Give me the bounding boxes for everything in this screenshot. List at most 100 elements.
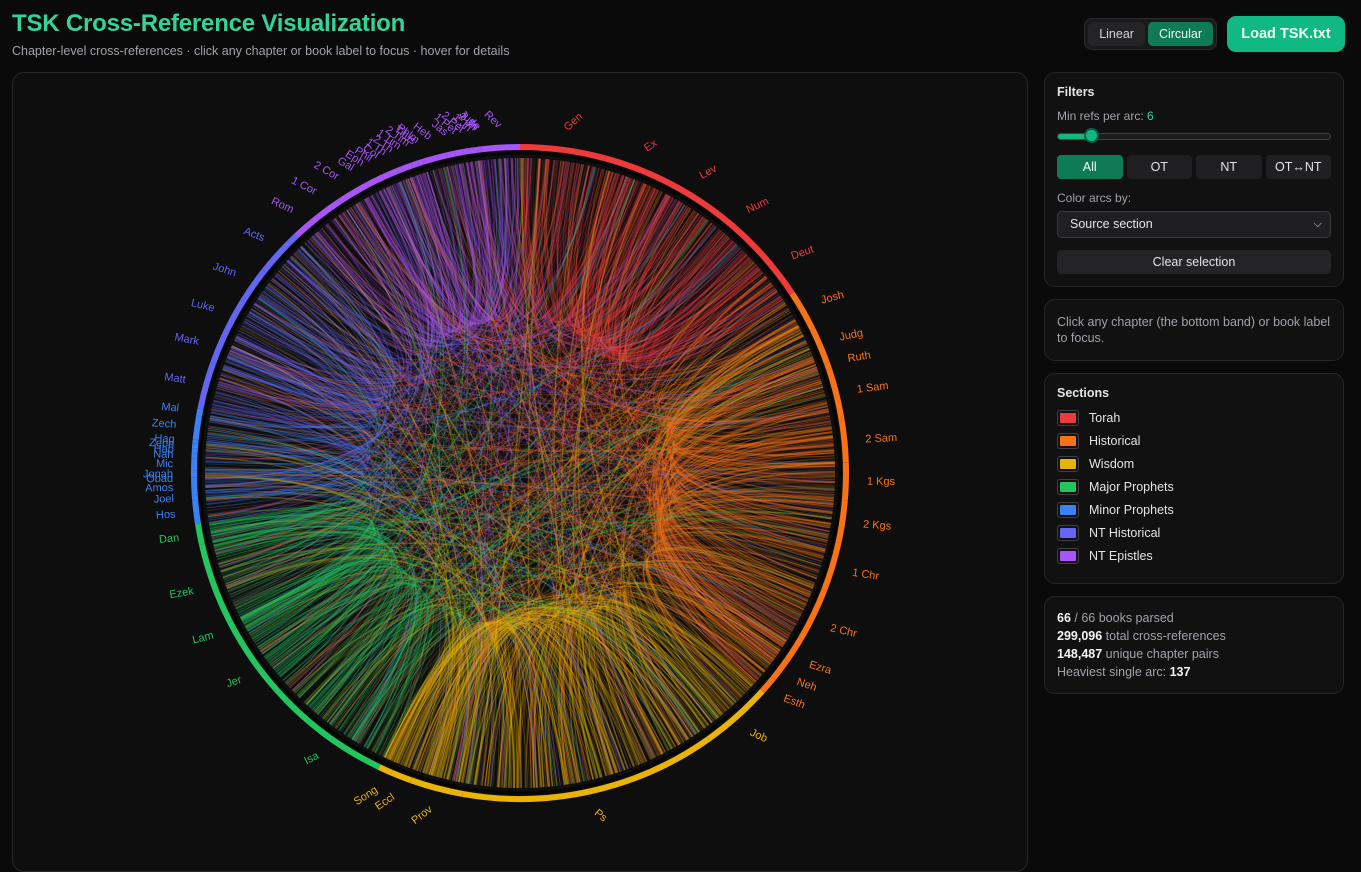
chapter-band-amos[interactable] <box>194 479 195 494</box>
chapter-band-1-pet[interactable] <box>455 152 463 154</box>
book-label-matt[interactable]: Matt <box>164 371 187 386</box>
book-label-ps[interactable]: Ps <box>592 807 610 825</box>
chapter-band-gal[interactable] <box>359 185 368 190</box>
view-toggle: Linear Circular <box>1084 18 1217 50</box>
chapter-band-2-sam[interactable] <box>842 421 846 462</box>
filters-card: Filters Min refs per arc: 6 All OT NT OT… <box>1044 72 1344 287</box>
chapter-band-neh[interactable] <box>773 660 786 678</box>
sections-title: Sections <box>1057 386 1331 400</box>
book-label-mark[interactable]: Mark <box>174 331 201 348</box>
chapter-band-ruth[interactable] <box>827 363 829 370</box>
legend-item-historical: Historical <box>1057 433 1331 449</box>
chapter-band-2-pet[interactable] <box>463 151 468 152</box>
scope-all-button[interactable]: All <box>1057 155 1123 179</box>
chapter-band-jas[interactable] <box>447 154 455 156</box>
chapter-band-2-th[interactable] <box>397 169 402 171</box>
chapter-band-titus[interactable] <box>418 162 423 164</box>
filters-title: Filters <box>1057 85 1331 99</box>
color-by-label: Color arcs by: <box>1057 191 1331 205</box>
book-label-1-chr[interactable]: 1 Chr <box>851 567 880 583</box>
book-label-acts[interactable]: Acts <box>242 225 267 244</box>
book-label-isa[interactable]: Isa <box>302 749 321 767</box>
chapter-band-zech[interactable] <box>196 416 199 440</box>
legend-label: Wisdom <box>1089 457 1134 471</box>
chapter-band-hos[interactable] <box>195 500 198 524</box>
book-label-john[interactable]: John <box>211 261 237 280</box>
book-label-num[interactable]: Num <box>745 195 771 216</box>
arc-layer <box>205 158 835 788</box>
legend-item-wisdom: Wisdom <box>1057 456 1331 472</box>
stat-books: 66 / 66 books parsed <box>1057 609 1331 627</box>
chapter-band-heb[interactable] <box>425 155 447 161</box>
book-label-2-kgs[interactable]: 2 Kgs <box>863 519 892 533</box>
chapter-band-song[interactable] <box>379 767 392 773</box>
book-label-ex[interactable]: Ex <box>642 137 660 154</box>
slider-thumb[interactable] <box>1084 128 1099 143</box>
legend-swatch <box>1057 433 1079 449</box>
chapter-band-phlm[interactable] <box>423 161 425 162</box>
book-label-hos[interactable]: Hos <box>156 508 177 521</box>
circular-view-button[interactable]: Circular <box>1148 22 1213 46</box>
book-label-rev[interactable]: Rev <box>482 109 505 131</box>
stats-card: 66 / 66 books parsed 299,096 total cross… <box>1044 596 1344 694</box>
legend-label: Torah <box>1089 411 1120 425</box>
book-label-luke[interactable]: Luke <box>190 297 216 314</box>
book-label-hag[interactable]: Hag <box>154 433 175 446</box>
chapter-band-lam[interactable] <box>230 622 234 630</box>
chapter-band-col[interactable] <box>383 174 389 177</box>
header: TSK Cross-Reference Visualization Chapte… <box>12 8 1345 64</box>
chapter-band-phil[interactable] <box>377 177 383 180</box>
book-label-ezek[interactable]: Ezek <box>169 585 196 601</box>
book-label-esth[interactable]: Esth <box>782 693 807 712</box>
chord-diagram[interactable]: Gen Ex Lev Num Deut Josh Judg Ruth 1 Sam 2 Sam 1 K… <box>13 73 1028 872</box>
scope-ot-button[interactable]: OT <box>1127 155 1193 179</box>
chevron-down-icon: ⌵ <box>1314 212 1322 237</box>
book-label-neh[interactable]: Neh <box>795 676 818 694</box>
book-label-lam[interactable]: Lam <box>191 630 215 647</box>
book-label-dan[interactable]: Dan <box>159 532 180 546</box>
chapter-band-1-th[interactable] <box>389 171 397 174</box>
book-label-1-kgs[interactable]: 1 Kgs <box>867 476 896 488</box>
legend-swatch <box>1057 502 1079 518</box>
book-label-deut[interactable]: Deut <box>789 243 815 262</box>
book-label-jer[interactable]: Jer <box>225 674 244 690</box>
legend-label: NT Epistles <box>1089 549 1153 563</box>
scope-nt-button[interactable]: NT <box>1196 155 1262 179</box>
chapter-band-eph[interactable] <box>368 180 377 185</box>
scope-ot-nt-button[interactable]: OT↔NT <box>1266 155 1332 179</box>
color-by-select[interactable]: Source section ⌵ <box>1057 211 1331 238</box>
chapter-band-mal[interactable] <box>199 409 200 416</box>
linear-view-button[interactable]: Linear <box>1088 22 1145 46</box>
book-label-josh[interactable]: Josh <box>820 289 846 307</box>
book-label-lev[interactable]: Lev <box>698 162 720 181</box>
clear-selection-button[interactable]: Clear selection <box>1057 250 1331 274</box>
chapter-band-1-jn[interactable] <box>469 150 478 151</box>
stat-unique-pairs-value: 148,487 <box>1057 647 1102 661</box>
book-label-ruth[interactable]: Ruth <box>847 349 872 365</box>
load-tsk-button[interactable]: Load TSK.txt <box>1227 16 1345 52</box>
stat-heaviest-arc: Heaviest single arc: 137 <box>1057 663 1331 681</box>
chapter-band-dan[interactable] <box>198 524 202 544</box>
min-refs-slider[interactable] <box>1057 129 1331 143</box>
book-label-1-cor[interactable]: 1 Cor <box>289 175 319 198</box>
book-label-prov[interactable]: Prov <box>409 803 435 827</box>
book-label-zech[interactable]: Zech <box>151 417 176 431</box>
legend-item-nt-epistles: NT Epistles <box>1057 548 1331 564</box>
book-label-2-chr[interactable]: 2 Chr <box>829 622 858 640</box>
chapter-band-rev[interactable] <box>482 147 520 149</box>
book-label-1-sam[interactable]: 1 Sam <box>856 380 889 396</box>
chapter-band-1-tim[interactable] <box>402 165 412 169</box>
book-label-ezra[interactable]: Ezra <box>808 659 834 677</box>
stat-unique-pairs: 148,487 unique chapter pairs <box>1057 645 1331 663</box>
color-by-select-value: Source section <box>1070 217 1153 231</box>
book-label-2-sam[interactable]: 2 Sam <box>865 432 897 446</box>
chapter-band-1-kgs[interactable] <box>845 462 846 500</box>
book-label-gen[interactable]: Gen <box>562 111 586 134</box>
legend-label: Minor Prophets <box>1089 503 1174 517</box>
book-label-job[interactable]: Job <box>748 727 769 745</box>
chapter-band-2-tim[interactable] <box>412 163 419 165</box>
book-label-rom[interactable]: Rom <box>269 195 295 216</box>
book-label-joel[interactable]: Joel <box>154 493 175 506</box>
book-label-mal[interactable]: Mal <box>161 401 180 415</box>
book-label-judg[interactable]: Judg <box>838 327 864 344</box>
